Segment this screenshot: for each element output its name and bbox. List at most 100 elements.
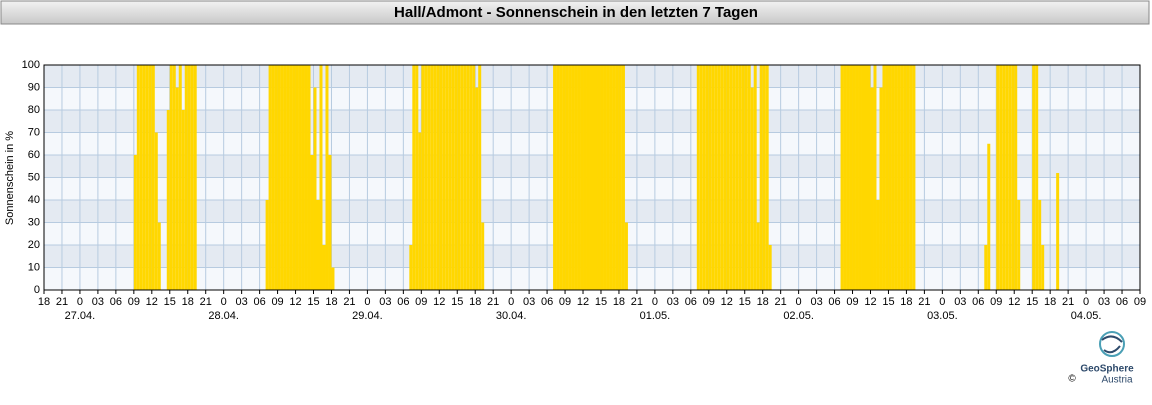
bar	[469, 65, 473, 290]
bar	[436, 65, 440, 290]
bar	[475, 87, 479, 290]
bar	[415, 65, 419, 290]
bar	[702, 65, 706, 290]
bar	[556, 65, 560, 290]
bar	[280, 65, 284, 290]
bar	[454, 65, 458, 290]
bar	[735, 65, 739, 290]
bar	[870, 87, 874, 290]
bar	[451, 65, 455, 290]
bar	[574, 65, 578, 290]
bar	[720, 65, 724, 290]
bar	[319, 65, 323, 290]
bar	[1041, 245, 1045, 290]
bar	[460, 65, 464, 290]
bar	[765, 65, 769, 290]
bar	[583, 65, 587, 290]
bar	[289, 65, 293, 290]
bar	[756, 222, 760, 290]
bar	[1038, 200, 1042, 290]
bar	[855, 65, 859, 290]
y-tick-label: 20	[28, 239, 40, 251]
x-tick-label: 12	[721, 296, 733, 308]
x-tick-label: 21	[487, 296, 499, 308]
y-tick-label: 60	[28, 149, 40, 161]
x-tick-label: 15	[451, 296, 463, 308]
x-tick-label: 09	[703, 296, 715, 308]
bar	[457, 65, 461, 290]
x-tick-label: 09	[990, 296, 1002, 308]
bar	[858, 65, 862, 290]
bar	[421, 65, 425, 290]
x-tick-label: 06	[1116, 296, 1128, 308]
x-tick-label: 0	[796, 296, 802, 308]
bar	[286, 65, 290, 290]
bar	[589, 65, 592, 290]
bar	[750, 87, 754, 290]
x-tick-label: 03	[92, 296, 104, 308]
bar	[711, 65, 715, 290]
x-tick-label: 06	[253, 296, 265, 308]
x-tick-label: 0	[939, 296, 945, 308]
date-label: 01.05.	[640, 310, 671, 322]
bar	[1017, 200, 1021, 290]
bar	[843, 65, 847, 290]
x-tick-label: 21	[200, 296, 212, 308]
bar	[729, 65, 733, 290]
bar	[151, 65, 155, 290]
bar	[594, 65, 598, 290]
bar	[481, 222, 485, 290]
bar	[864, 65, 868, 290]
x-tick-label: 06	[828, 296, 840, 308]
bar	[577, 65, 581, 290]
bar	[1002, 65, 1006, 290]
bar	[466, 65, 470, 290]
y-tick-label: 90	[28, 81, 40, 93]
bar	[606, 65, 610, 290]
bar	[609, 65, 613, 290]
x-tick-label: 12	[433, 296, 445, 308]
bar	[145, 65, 149, 290]
x-tick-label: 06	[397, 296, 409, 308]
bar	[301, 65, 305, 290]
bar	[1005, 65, 1009, 290]
x-tick-label: 21	[631, 296, 643, 308]
bar	[166, 110, 170, 290]
bar	[565, 65, 569, 290]
x-tick-label: 06	[541, 296, 553, 308]
bar	[696, 65, 700, 290]
bar	[744, 65, 748, 290]
bar	[322, 245, 326, 290]
bar	[559, 65, 563, 290]
x-tick-label: 0	[508, 296, 514, 308]
bar	[433, 65, 437, 290]
bar	[1032, 65, 1036, 290]
x-tick-label: 03	[810, 296, 822, 308]
bar	[717, 65, 721, 290]
x-tick-label: 03	[1098, 296, 1110, 308]
bar	[615, 65, 619, 290]
logo: GeoSphere © Austria	[1068, 331, 1134, 386]
bar	[442, 65, 446, 290]
bar	[439, 65, 443, 290]
date-label: 29.04.	[352, 310, 383, 322]
x-tick-label: 12	[1008, 296, 1020, 308]
title-bar	[0, 0, 1150, 25]
bar	[133, 155, 137, 290]
bar	[316, 200, 320, 290]
x-tick-label: 0	[221, 296, 227, 308]
bar	[184, 65, 188, 290]
x-tick-label: 15	[1026, 296, 1038, 308]
x-tick-label: 12	[864, 296, 876, 308]
bar	[187, 65, 191, 290]
bar	[1011, 65, 1015, 290]
bar	[603, 65, 607, 290]
bar	[723, 65, 727, 290]
bar	[888, 65, 892, 290]
bar	[298, 65, 302, 290]
x-tick-label: 18	[182, 296, 194, 308]
y-tick-label: 40	[28, 194, 40, 206]
bar	[181, 110, 185, 290]
x-tick-label: 12	[577, 296, 589, 308]
